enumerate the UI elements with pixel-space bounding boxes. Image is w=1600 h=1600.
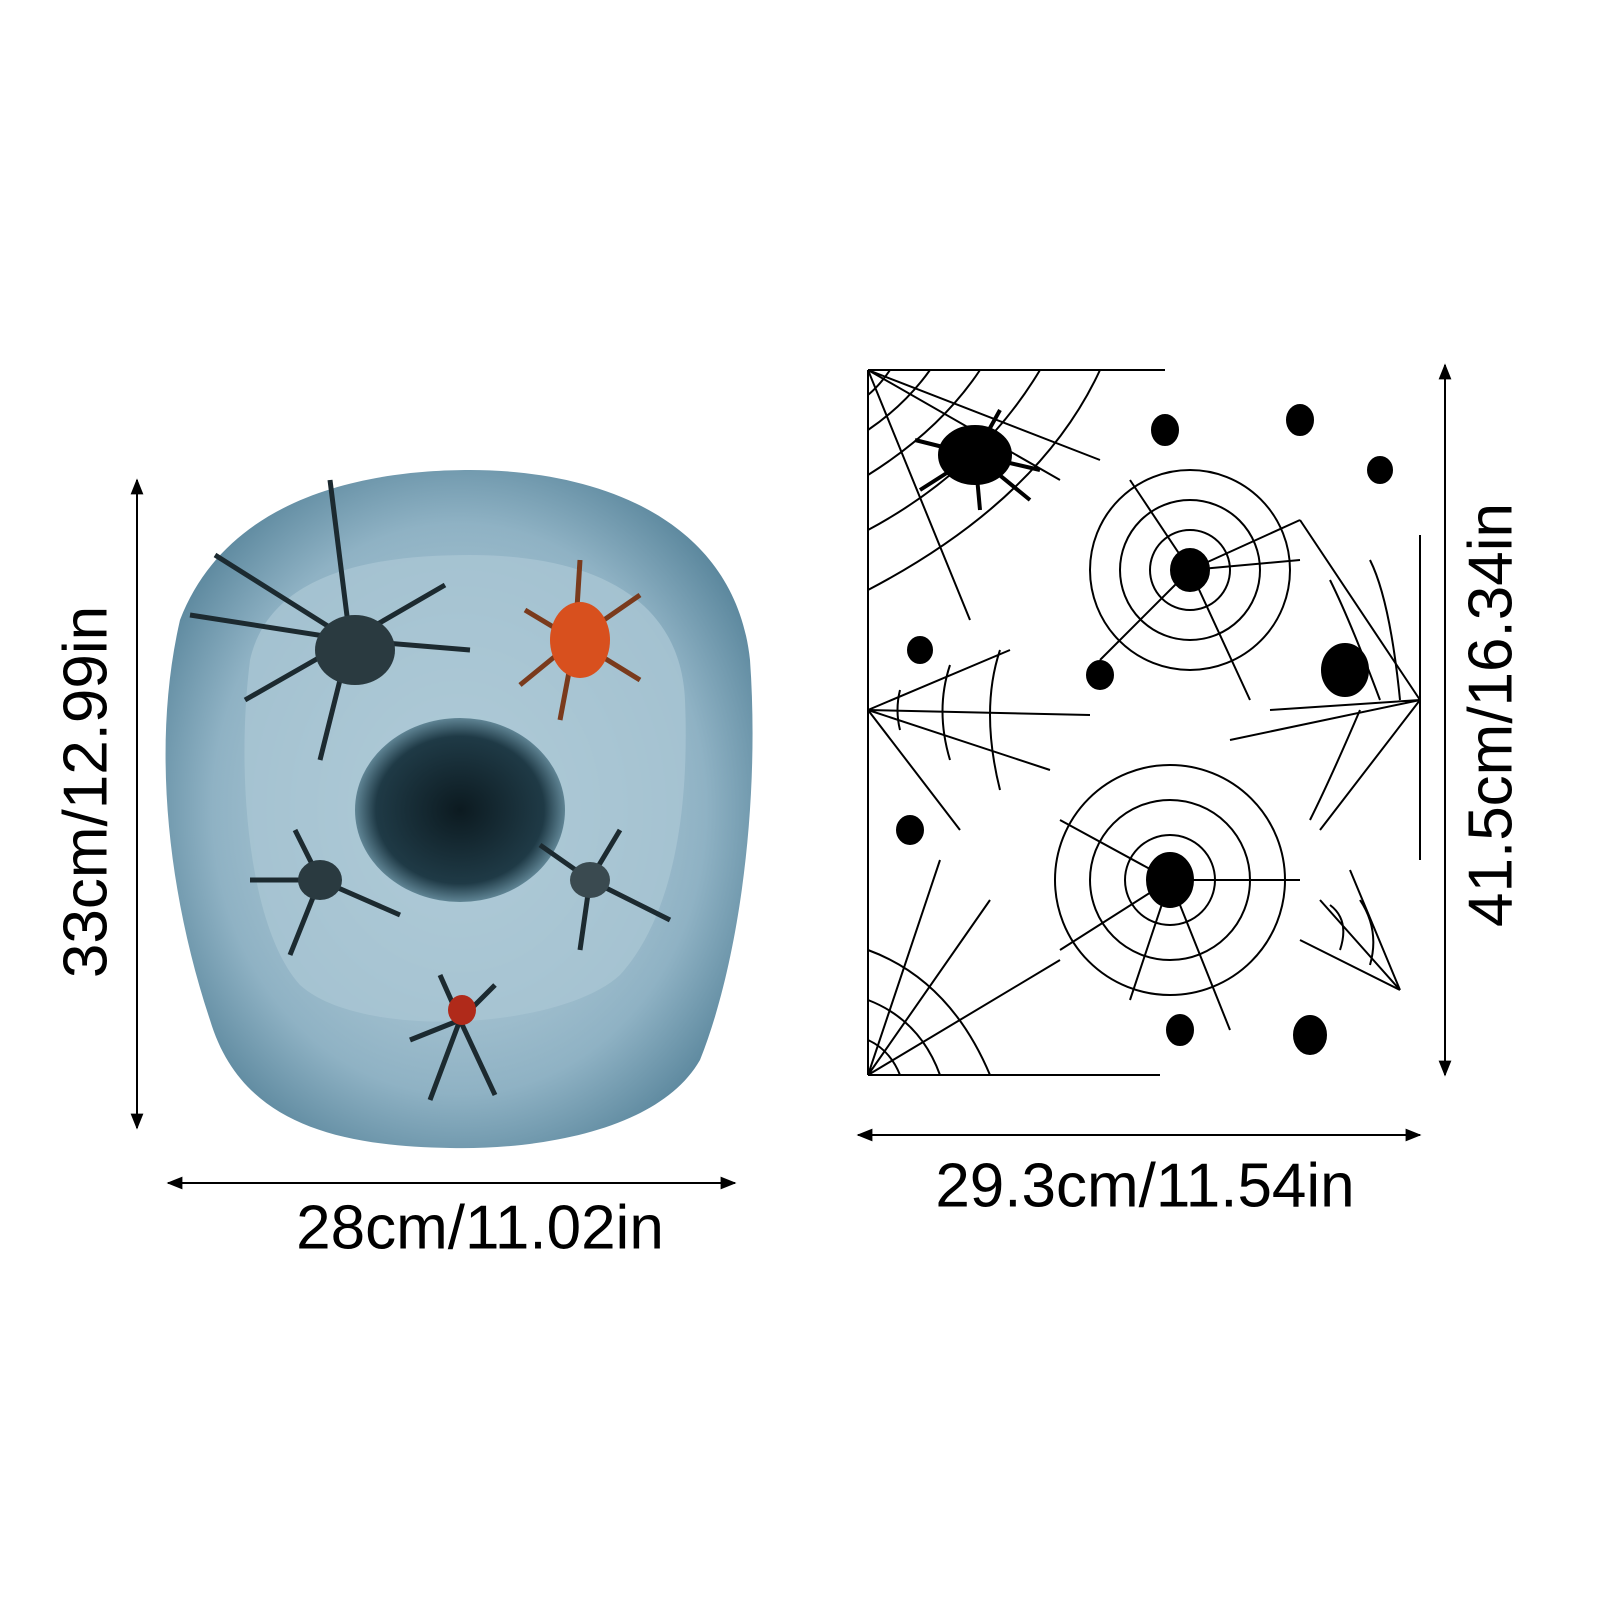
width-label: 28cm/11.02in [296, 1193, 664, 1262]
web-decal [867, 369, 1421, 1076]
toilet-decal [165, 470, 753, 1149]
height-label: 33cm/12.99in [51, 606, 120, 978]
width-label: 29.3cm/11.54in [935, 1151, 1354, 1220]
spiders [896, 404, 1393, 1055]
height-label: 41.5cm/16.34in [1456, 503, 1525, 927]
